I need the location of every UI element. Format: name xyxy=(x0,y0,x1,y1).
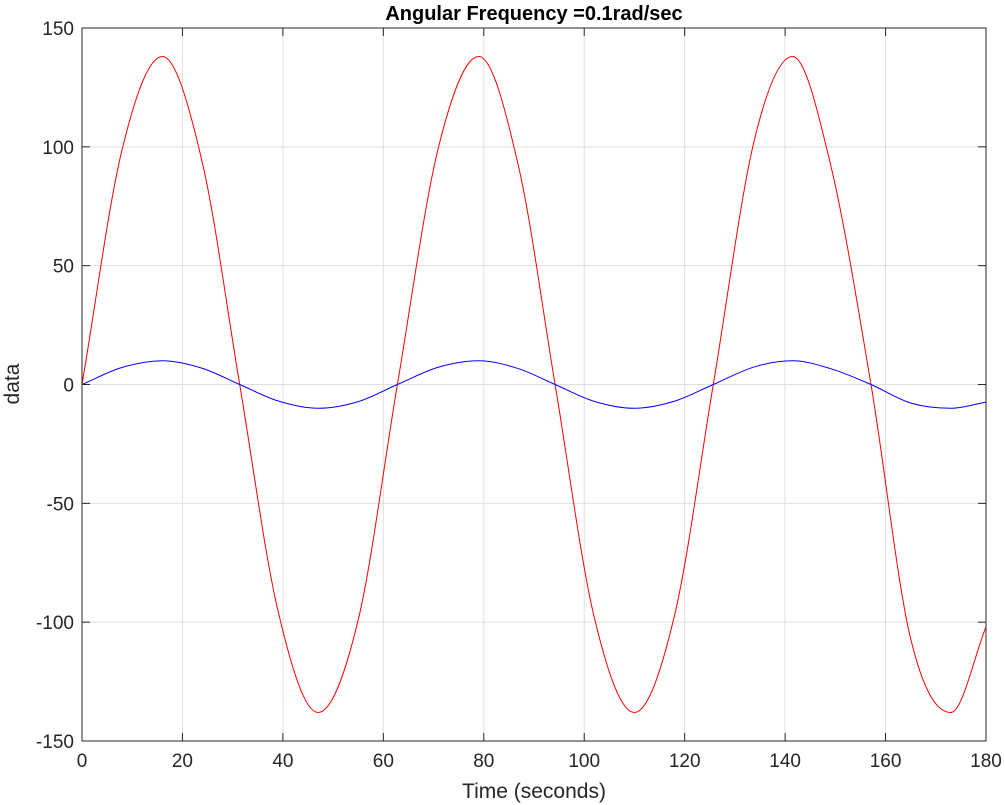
y-tick-label: 100 xyxy=(42,138,74,159)
y-tick-label: 50 xyxy=(53,257,74,278)
x-tick-label: 60 xyxy=(373,751,394,772)
x-tick-label: 100 xyxy=(568,751,600,772)
y-tick-label: 0 xyxy=(63,376,74,397)
x-tick-label: 120 xyxy=(669,751,701,772)
x-axis-label: Time (seconds) xyxy=(462,780,606,803)
x-tick-label: 140 xyxy=(769,751,801,772)
y-tick-label: -100 xyxy=(36,613,74,634)
y-tick-label: 150 xyxy=(42,19,74,40)
data-series xyxy=(81,56,987,713)
series-line-1 xyxy=(81,56,987,713)
x-tick-label: 80 xyxy=(473,751,494,772)
y-tick-label: -150 xyxy=(36,732,74,753)
series-line-2 xyxy=(81,360,987,409)
x-tick-label: 0 xyxy=(77,751,88,772)
x-tick-label: 20 xyxy=(172,751,193,772)
axis-ticks: 0 20 40 60 80 100 120 140 160 180 -150 -100 -50 0 50 10… xyxy=(36,19,1002,772)
y-axis-label: data xyxy=(1,363,24,404)
x-tick-label: 40 xyxy=(272,751,293,772)
y-tick-label: -50 xyxy=(47,494,74,515)
x-tick-label: 180 xyxy=(970,751,1002,772)
x-tick-label: 160 xyxy=(870,751,902,772)
chart-title: Angular Frequency =0.1rad/sec xyxy=(385,3,682,25)
